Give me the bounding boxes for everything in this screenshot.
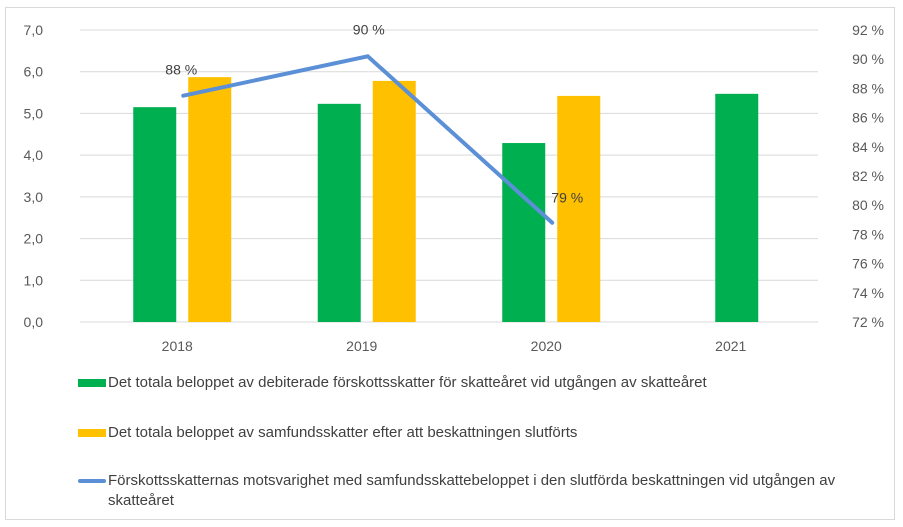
bars xyxy=(133,77,759,323)
right-tick-label: 84 % xyxy=(852,139,884,155)
left-tick-label: 2,0 xyxy=(24,231,44,247)
right-tick-label: 86 % xyxy=(852,110,884,126)
bar-debited-prepayment-2020 xyxy=(502,143,546,322)
line-data-label: 90 % xyxy=(353,21,385,37)
left-tick-label: 5,0 xyxy=(24,105,44,121)
x-tick-label: 2019 xyxy=(346,338,377,354)
x-tick-label: 2020 xyxy=(531,338,562,354)
legend-item-line: Förskottsskatternas motsvarighet med sam… xyxy=(78,471,838,511)
x-axis-ticks: 2018 2019 2020 2021 xyxy=(162,338,747,354)
bar-corporate-tax-2020 xyxy=(557,95,601,322)
left-tick-label: 0,0 xyxy=(24,314,44,330)
combo-chart: 0,0 1,0 2,0 3,0 4,0 5,0 6,0 7,0 72 % 74 % 76 % 78 … xyxy=(24,21,884,354)
legend-item-yellow: Det totala beloppet av samfundsskatter e… xyxy=(78,423,838,443)
legend-item-green: Det totala beloppet av debiterade försko… xyxy=(78,373,838,393)
x-tick-label: 2018 xyxy=(162,338,193,354)
right-tick-label: 78 % xyxy=(852,226,884,242)
right-tick-label: 74 % xyxy=(852,285,884,301)
right-tick-label: 82 % xyxy=(852,168,884,184)
right-tick-label: 92 % xyxy=(852,22,884,38)
left-tick-label: 7,0 xyxy=(24,22,44,38)
bar-corporate-tax-2019 xyxy=(372,80,416,323)
legend-swatch-yellow xyxy=(78,429,106,437)
legend-label: Det totala beloppet av samfundsskatter e… xyxy=(108,424,578,441)
line-forskott-motsvarighet xyxy=(181,54,555,225)
left-tick-label: 3,0 xyxy=(24,189,44,205)
legend-swatch-green xyxy=(78,379,106,387)
bar-debited-prepayment-2018 xyxy=(133,107,177,323)
line-data-label: 79 % xyxy=(551,190,583,206)
right-tick-label: 72 % xyxy=(852,314,884,330)
bar-debited-prepayment-2021 xyxy=(715,93,759,322)
left-tick-label: 1,0 xyxy=(24,272,44,288)
line-series xyxy=(181,54,555,225)
data-labels: 88 % 90 % 79 % xyxy=(165,21,583,205)
legend-swatch-line xyxy=(78,479,106,483)
x-tick-label: 2021 xyxy=(715,338,746,354)
legend-label: Det totala beloppet av debiterade försko… xyxy=(108,374,707,391)
right-tick-label: 80 % xyxy=(852,197,884,213)
right-tick-label: 88 % xyxy=(852,80,884,96)
left-tick-label: 6,0 xyxy=(24,64,44,80)
left-tick-label: 4,0 xyxy=(24,147,44,163)
right-tick-label: 90 % xyxy=(852,51,884,67)
line-data-label: 88 % xyxy=(165,62,197,78)
bar-corporate-tax-2018 xyxy=(188,77,232,322)
right-axis-ticks: 72 % 74 % 76 % 78 % 80 % 82 % 84 % 86 % 88 % 90 %… xyxy=(852,22,884,330)
legend-label: Förskottsskatternas motsvarighet med sam… xyxy=(108,472,836,509)
right-tick-label: 76 % xyxy=(852,256,884,272)
left-axis-ticks: 0,0 1,0 2,0 3,0 4,0 5,0 6,0 7,0 xyxy=(24,22,44,330)
bar-debited-prepayment-2019 xyxy=(317,103,361,322)
